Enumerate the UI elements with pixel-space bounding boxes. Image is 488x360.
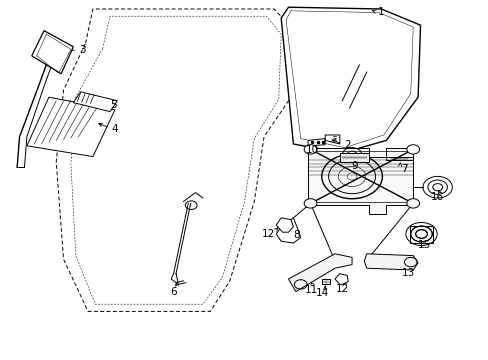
Text: 11: 11	[304, 285, 317, 295]
Polygon shape	[364, 254, 417, 270]
Polygon shape	[288, 254, 351, 292]
Text: 16: 16	[430, 192, 444, 202]
Polygon shape	[73, 92, 117, 112]
Circle shape	[406, 145, 419, 154]
Text: 13: 13	[401, 268, 414, 278]
Polygon shape	[334, 274, 347, 284]
Text: 12: 12	[261, 229, 274, 239]
Text: 1: 1	[377, 6, 384, 17]
Polygon shape	[276, 218, 293, 232]
Text: 3: 3	[79, 45, 85, 55]
Text: 9: 9	[350, 161, 357, 171]
Text: 15: 15	[417, 240, 430, 250]
Text: 6: 6	[170, 287, 177, 297]
Circle shape	[406, 199, 419, 208]
Text: 4: 4	[111, 124, 118, 134]
Text: 8: 8	[293, 230, 300, 240]
Text: 12: 12	[335, 284, 348, 294]
Polygon shape	[27, 97, 115, 157]
Circle shape	[304, 145, 316, 154]
Circle shape	[304, 199, 316, 208]
Text: 7: 7	[400, 164, 407, 174]
Polygon shape	[32, 31, 73, 74]
Polygon shape	[307, 139, 325, 146]
Text: 2: 2	[343, 140, 350, 150]
Text: 5: 5	[110, 100, 117, 110]
Polygon shape	[339, 153, 368, 162]
Polygon shape	[281, 7, 420, 153]
Bar	[409, 226, 432, 243]
Text: 10: 10	[305, 145, 318, 156]
Bar	[321, 279, 329, 284]
Text: 14: 14	[315, 288, 329, 298]
Polygon shape	[276, 218, 300, 243]
Polygon shape	[307, 148, 412, 214]
